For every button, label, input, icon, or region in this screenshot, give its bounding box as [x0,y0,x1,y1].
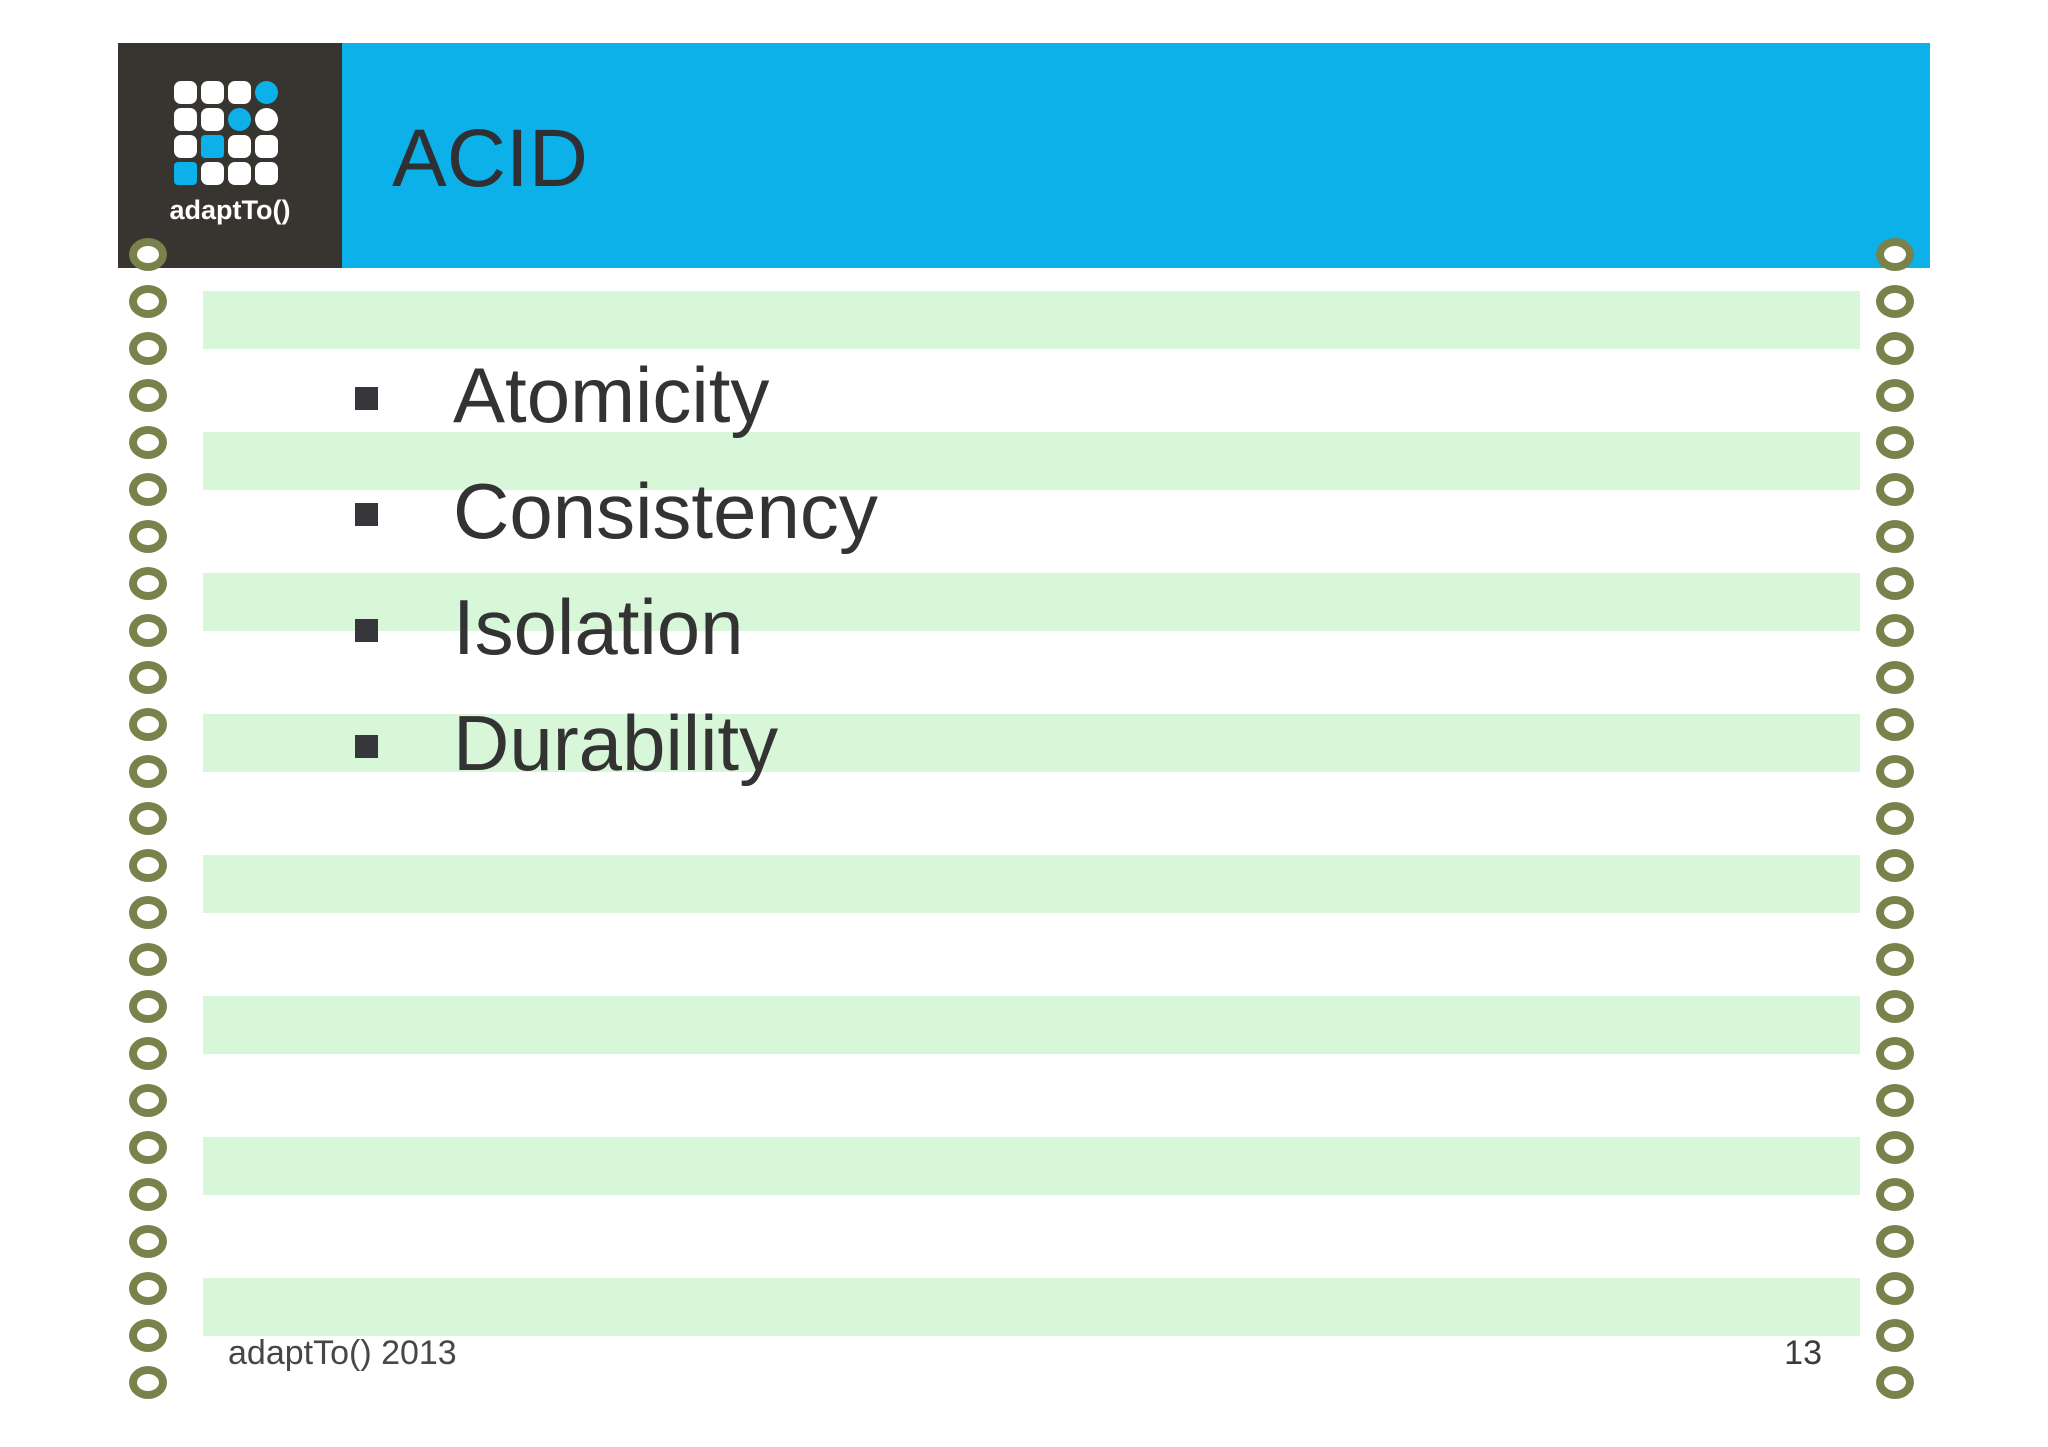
logo-grid-cell [255,108,278,131]
punch-hole-icon [1876,426,1914,459]
punch-hole-icon [129,708,167,741]
punch-hole-icon [1876,473,1914,506]
punch-hole-icon [129,1272,167,1305]
punch-hole-icon [1876,567,1914,600]
punch-hole-icon [129,520,167,553]
logo-grid-cell [228,108,251,131]
punch-hole-icon [129,426,167,459]
punch-hole-icon [129,332,167,365]
page-number: 13 [1784,1334,1822,1372]
punch-hole-icon [1876,614,1914,647]
punch-hole-icon [1876,379,1914,412]
punch-hole-icon [1876,285,1914,318]
punch-hole-icon [1876,990,1914,1023]
logo-grid-cell [255,81,278,104]
punch-hole-column-left [129,238,167,1399]
punch-hole-icon [129,379,167,412]
bullet-label: Durability [453,699,779,787]
punch-hole-icon [129,473,167,506]
punch-hole-icon [129,1225,167,1258]
paper-stripes-background [203,291,1860,1336]
slide-title: ACID [392,113,588,204]
punch-hole-icon [129,614,167,647]
punch-hole-icon [129,849,167,882]
punch-hole-icon [1876,1225,1914,1258]
punch-hole-icon [1876,1037,1914,1070]
punch-hole-icon [1876,520,1914,553]
punch-hole-icon [1876,708,1914,741]
punch-hole-icon [129,990,167,1023]
punch-hole-icon [1876,1131,1914,1164]
punch-hole-icon [129,238,167,271]
punch-hole-icon [1876,332,1914,365]
punch-hole-icon [1876,1366,1914,1399]
bullet-square-icon [355,503,378,526]
logo-grid-cell [201,135,224,158]
punch-hole-icon [1876,1178,1914,1211]
logo-grid-cell [201,81,224,104]
punch-hole-icon [129,661,167,694]
punch-hole-icon [1876,896,1914,929]
logo-grid-cell [201,162,224,185]
logo-grid-cell [228,135,251,158]
list-item: Isolation [355,569,878,685]
punch-hole-icon [129,567,167,600]
logo-grid-cell [174,162,197,185]
list-item: Consistency [355,453,878,569]
adaptto-logo: adaptTo() [118,43,342,268]
punch-hole-icon [1876,1084,1914,1117]
logo-grid-cell [201,108,224,131]
logo-grid-cell [174,135,197,158]
punch-hole-icon [1876,943,1914,976]
logo-grid-cell [174,81,197,104]
punch-hole-icon [129,896,167,929]
punch-hole-icon [129,802,167,835]
punch-hole-icon [1876,1272,1914,1305]
punch-hole-icon [129,1178,167,1211]
bullet-label: Isolation [453,583,744,671]
punch-hole-icon [129,1084,167,1117]
logo-grid-cell [255,135,278,158]
punch-hole-icon [129,285,167,318]
punch-hole-icon [129,1366,167,1399]
bullet-square-icon [355,735,378,758]
punch-hole-icon [1876,661,1914,694]
logo-grid-cell [228,81,251,104]
punch-hole-icon [129,1131,167,1164]
footer-conference-label: adaptTo() 2013 [228,1334,457,1372]
adaptto-logo-text: adaptTo() [169,195,291,225]
logo-grid-cell [174,108,197,131]
punch-hole-icon [129,755,167,788]
title-bar: ACID [342,43,1930,268]
adaptto-logo-grid-icon [174,81,278,185]
punch-hole-icon [129,943,167,976]
punch-hole-icon [129,1319,167,1352]
punch-hole-icon [1876,802,1914,835]
list-item: Durability [355,685,878,801]
bullet-label: Consistency [453,467,878,555]
bullet-label: Atomicity [453,351,770,439]
punch-hole-icon [1876,238,1914,271]
logo-grid-cell [255,162,278,185]
punch-hole-icon [1876,849,1914,882]
list-item: Atomicity [355,337,878,453]
bullet-square-icon [355,619,378,642]
bullet-list: Atomicity Consistency Isolation Durabili… [355,337,878,801]
bullet-square-icon [355,387,378,410]
logo-grid-cell [228,162,251,185]
punch-hole-icon [1876,755,1914,788]
punch-hole-icon [1876,1319,1914,1352]
punch-hole-icon [129,1037,167,1070]
punch-hole-column-right [1876,238,1914,1399]
